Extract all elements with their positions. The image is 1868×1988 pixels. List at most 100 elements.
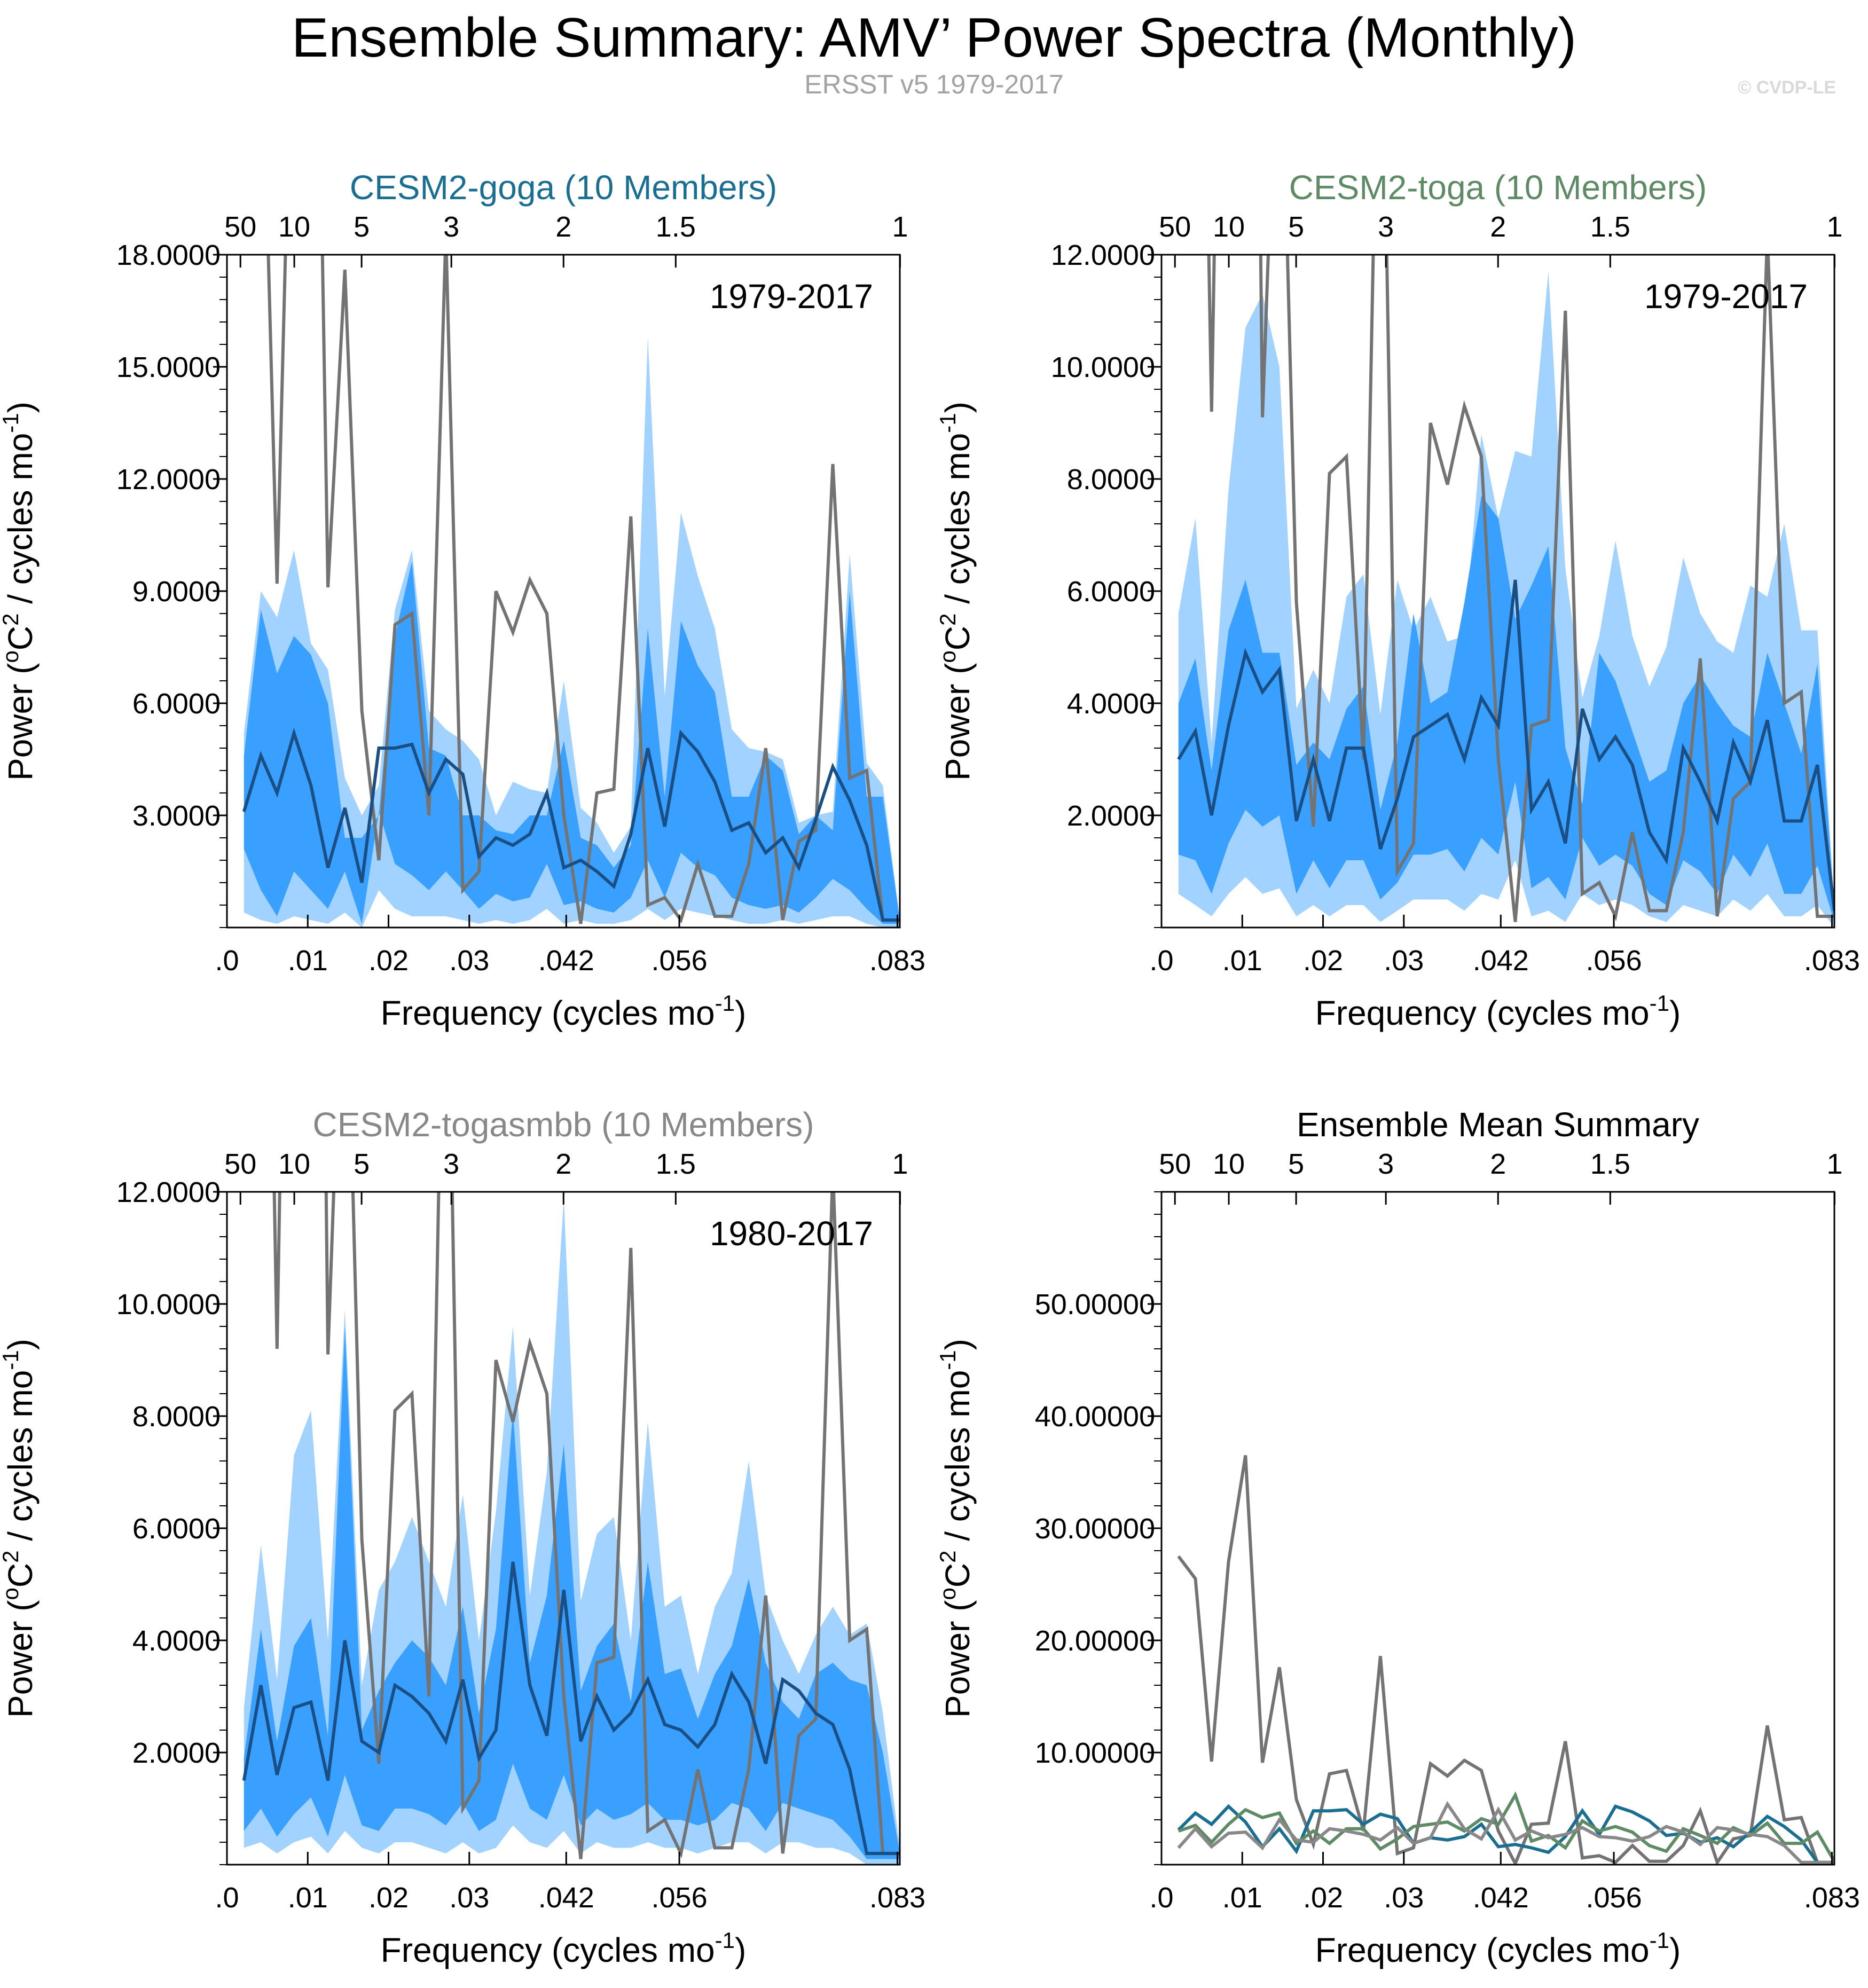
y-axis-label-a: Power ( (1, 663, 40, 781)
series-line-cesm2-goga (1177, 1804, 1834, 1864)
series-line-ersst-v5 (1177, 1455, 1834, 1865)
x-tick-label: .083 (1804, 945, 1860, 977)
y-tick-label: 40.00000 (1035, 1401, 1155, 1433)
figure-subtitle: ERSST v5 1979-2017 (804, 69, 1064, 99)
plot-frame (1160, 1191, 1835, 1866)
panel-3: 2.0000 4.0000 6.0000 8.0000 10.0000 12.0000 .0… (0, 1105, 925, 1969)
x-axis-label-sup: -1 (715, 991, 735, 1016)
y-tick-label: 4.0000 (1067, 688, 1155, 720)
top-axis-label: 5 (1288, 211, 1304, 243)
x-tick-label: .056 (1586, 945, 1642, 977)
y-tick-label: 30.00000 (1035, 1513, 1155, 1545)
y-axis-label: Power (oC2 / cycles mo-1) (0, 402, 40, 781)
x-tick-label: .0 (1149, 1882, 1173, 1914)
top-axis-label: 10 (278, 1148, 310, 1180)
y-axis-label-sup: -1 (0, 1350, 23, 1370)
x-tick-label: .083 (1804, 1882, 1860, 1914)
x-tick-label: .03 (449, 1882, 489, 1914)
y-tick-label: 10.00000 (1035, 1737, 1155, 1769)
y-axis-label-c: / cycles mo (1, 1370, 40, 1551)
top-axis-label: 5 (354, 211, 370, 243)
y-tick-label: 12.0000 (1051, 239, 1155, 271)
x-tick-label: .056 (1586, 1882, 1642, 1914)
x-axis-label-sup: -1 (1650, 991, 1669, 1016)
y-tick-label: 10.0000 (1051, 351, 1155, 383)
y-axis-label-d: ) (938, 1339, 977, 1350)
plot-area (1177, 255, 1834, 928)
top-axis-label: 2 (1490, 211, 1506, 243)
y-axis-label-a: Power ( (938, 1600, 977, 1718)
y-tick-label: 3.0000 (132, 800, 221, 832)
ensemble-mean-line (242, 1561, 900, 1855)
period-label: 1979-2017 (710, 277, 873, 316)
y-axis-label-c: / cycles mo (938, 1370, 977, 1551)
x-tick-label: .01 (288, 1882, 328, 1914)
y-axis-label-a: Power ( (1, 1600, 40, 1718)
panel-title: CESM2-goga (10 Members) (350, 168, 777, 207)
y-tick-label: 8.0000 (132, 1401, 221, 1433)
y-axis-label-sup: o (935, 1588, 960, 1600)
period-label: 1979-2017 (1644, 277, 1808, 316)
plot-area (242, 255, 900, 928)
y-tick-label: 6.0000 (132, 1513, 221, 1545)
top-axis-label: 1 (892, 211, 908, 243)
y-axis-label-sup: -1 (935, 413, 960, 433)
top-axis-label: 10 (1213, 211, 1245, 243)
x-tick-label: .0 (215, 1882, 239, 1914)
panel-2: 2.0000 4.0000 6.0000 8.0000 10.0000 12.0000 .0… (935, 168, 1860, 1032)
y-tick-label: 8.0000 (1067, 463, 1155, 496)
top-axis-label: 3 (1378, 211, 1394, 243)
y-axis-label: Power (oC2 / cycles mo-1) (0, 1339, 40, 1718)
y-axis-label-b: C (938, 1563, 977, 1588)
plot-area (242, 1192, 900, 1865)
top-axis-label: 1.5 (656, 211, 696, 243)
y-axis-label-b: C (1, 626, 40, 650)
y-axis-label-sup: 2 (0, 614, 23, 626)
y-axis-label-sup: o (0, 650, 23, 663)
observed-spectrum-line (266, 255, 900, 924)
x-axis-label: Frequency (cycles mo-1) (381, 991, 747, 1032)
x-tick-label: .056 (652, 1882, 708, 1914)
panel-1: 3.0000 6.0000 9.0000 12.0000 15.0000 18.0000.… (0, 168, 925, 1032)
y-tick-label: 12.0000 (116, 463, 221, 496)
x-tick-label: .042 (1473, 945, 1529, 977)
y-axis-label: Power (oC2 / cycles mo-1) (935, 1339, 977, 1718)
y-tick-label: 6.0000 (132, 688, 221, 720)
y-axis-label-sup: 2 (0, 1551, 23, 1563)
y-tick-label: 10.0000 (116, 1288, 221, 1321)
ensemble-mean-line (242, 727, 900, 922)
top-axis-label: 1 (892, 1148, 908, 1180)
top-axis-label: 1 (1826, 1148, 1842, 1180)
period-label: 1980-2017 (710, 1214, 873, 1253)
top-axis-label: 2 (555, 1148, 571, 1180)
y-tick-label: 2.0000 (1067, 800, 1155, 832)
y-tick-label: 15.0000 (116, 351, 221, 383)
y-axis-label-sup: o (935, 650, 960, 663)
panel-title: CESM2-togasmbb (10 Members) (313, 1105, 814, 1144)
y-tick-label: 9.0000 (132, 576, 221, 608)
y-tick-label: 6.0000 (1067, 576, 1155, 608)
top-axis-label: 1.5 (1590, 211, 1630, 243)
y-axis-label: Power (oC2 / cycles mo-1) (935, 402, 977, 781)
copyright-label: © CVDP-LE (1738, 77, 1836, 98)
top-axis-label: 3 (443, 211, 459, 243)
x-tick-label: .01 (1222, 945, 1262, 977)
x-tick-label: .0 (215, 945, 239, 977)
top-axis-label: 50 (1159, 211, 1191, 243)
x-tick-label: .02 (368, 945, 409, 977)
series-line-cesm2-toga (1178, 1791, 1834, 1863)
plot-area (1177, 1455, 1834, 1865)
spread-band-inner (1178, 496, 1834, 922)
y-tick-label: 18.0000 (116, 239, 221, 271)
x-tick-label: .042 (538, 945, 594, 977)
y-axis-label-c: / cycles mo (938, 433, 977, 614)
top-axis-label: 5 (1288, 1148, 1304, 1180)
x-tick-label: .01 (1222, 1882, 1262, 1914)
x-tick-label: .03 (449, 945, 489, 977)
y-axis-label-a: Power ( (938, 663, 977, 781)
series-line-cesm2-togasmbb (1177, 1801, 1834, 1864)
spread-band-inner (244, 561, 900, 924)
top-axis-label: 50 (1159, 1148, 1191, 1180)
x-tick-label: .02 (1303, 945, 1343, 977)
